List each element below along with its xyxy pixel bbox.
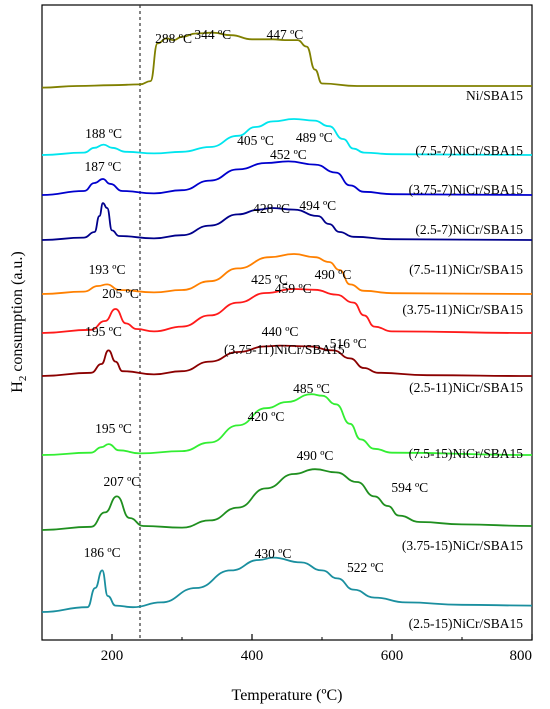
peak-annotation: 195 ºC xyxy=(85,324,122,339)
peak-annotation: 430 ºC xyxy=(255,546,292,561)
x-axis-title: Temperature (ºC) xyxy=(232,687,343,704)
peak-annotation: 494 ºC xyxy=(299,198,336,213)
peak-annotation: 522 ºC xyxy=(347,560,384,575)
peak-annotation: 485 ºC xyxy=(293,381,330,396)
x-tick-label: 600 xyxy=(381,648,404,664)
series-label: (3.75-11)NiCr/SBA15 xyxy=(224,342,345,357)
series-label: (2.5-15)NiCr/SBA15 xyxy=(409,616,524,631)
peak-annotation: 195 ºC xyxy=(95,421,132,436)
peak-annotation: 490 ºC xyxy=(297,448,334,463)
peak-annotation: 489 ºC xyxy=(296,130,333,145)
series-label: (2.5-7)NiCr/SBA15 xyxy=(415,222,523,237)
y-axis-title-rest: consumption (a.u.) xyxy=(9,251,26,375)
peak-annotation: 188 ºC xyxy=(85,126,122,141)
series-label: (7.5-15)NiCr/SBA15 xyxy=(409,446,524,461)
peak-annotation: 344 ºC xyxy=(194,27,231,42)
peak-annotation: 452 ºC xyxy=(270,147,307,162)
peak-annotation: 187 ºC xyxy=(84,159,121,174)
series-layer: Ni/SBA15 288 ºC 344 ºC 447 ºC (7.5-7)NiCr/SB… xyxy=(41,27,533,631)
series-line xyxy=(41,344,533,377)
peak-annotation: 288 ºC xyxy=(155,31,192,46)
series-line xyxy=(41,556,533,613)
peak-annotation: 428 ºC xyxy=(253,201,290,216)
series-line xyxy=(41,393,533,456)
peak-annotation: 420 ºC xyxy=(248,409,285,424)
series-label: (7.5-11)NiCr/SBA15 xyxy=(409,262,523,277)
series-line xyxy=(41,31,532,89)
peak-annotation: 193 ºC xyxy=(89,262,126,277)
peak-annotation: 447 ºC xyxy=(266,27,303,42)
peak-annotation: 205 ºC xyxy=(102,286,139,301)
y-axis-title-main: H xyxy=(9,381,26,393)
x-tick-label: 200 xyxy=(101,648,124,664)
series-label: (3.75-11)NiCr/SBA15 xyxy=(402,302,523,317)
series-label: (3.75-15)NiCr/SBA15 xyxy=(402,538,523,553)
x-tick-label: 800 xyxy=(510,648,533,664)
peak-annotation: 440 ºC xyxy=(262,324,299,339)
series-label: Ni/SBA15 xyxy=(466,88,523,103)
series-line xyxy=(41,468,533,531)
peak-annotation: 405 ºC xyxy=(237,133,274,148)
peak-annotation: 490 ºC xyxy=(315,267,352,282)
series-label: (7.5-7)NiCr/SBA15 xyxy=(415,143,523,158)
series-label: (3.75-7)NiCr/SBA15 xyxy=(409,182,524,197)
y-axis-title-subscript: 2 xyxy=(17,376,29,382)
y-axis-title: H2 consumption (a.u.) xyxy=(9,251,29,392)
peak-annotation: 186 ºC xyxy=(84,545,121,560)
x-ticks: 200 400 600 800 xyxy=(41,634,533,664)
series-line xyxy=(41,118,533,156)
peak-annotation: 516 ºC xyxy=(330,336,367,351)
series-line xyxy=(41,253,533,295)
series-line xyxy=(41,288,533,334)
peak-annotation: 425 ºC xyxy=(251,272,288,287)
peak-annotation: 207 ºC xyxy=(103,474,140,489)
series-label: (2.5-11)NiCr/SBA15 xyxy=(409,380,523,395)
plot-frame xyxy=(41,4,533,641)
series-line xyxy=(41,202,533,241)
peak-annotation: 594 ºC xyxy=(391,480,428,495)
x-tick-label: 400 xyxy=(241,648,264,664)
series-line xyxy=(41,160,533,196)
peak-annotation: 459 ºC xyxy=(275,281,312,296)
